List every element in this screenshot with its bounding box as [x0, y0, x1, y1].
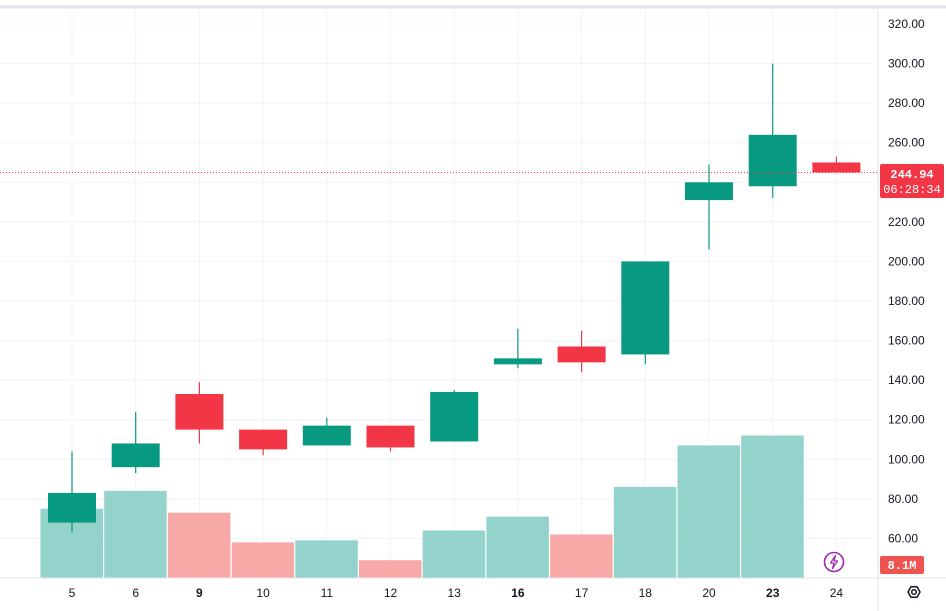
y-tick-label: 60.00 [888, 531, 918, 545]
candle[interactable] [175, 382, 224, 444]
volume-bars [40, 435, 804, 578]
candle-body [430, 392, 479, 442]
gear-icon[interactable] [907, 586, 921, 598]
candle[interactable] [239, 429, 288, 456]
price-axis[interactable]: 60.00 80.00 100.00 120.00 140.00 160.00 180.00… [877, 10, 925, 611]
candle[interactable] [302, 417, 351, 446]
y-tick-label: 200.00 [888, 254, 925, 268]
candle-body [239, 429, 288, 450]
volume-bar [167, 512, 231, 578]
last-price-label: 244.94 [890, 168, 933, 182]
last-price-tag-bg [880, 164, 944, 198]
x-tick-label: 16 [511, 586, 525, 600]
candle[interactable] [366, 425, 415, 452]
candle[interactable] [748, 63, 797, 199]
y-tick-label: 140.00 [888, 373, 925, 387]
x-tick-label: 24 [830, 586, 844, 600]
y-tick-label: 100.00 [888, 452, 925, 466]
y-tick-label: 280.00 [888, 96, 925, 110]
candle[interactable] [430, 390, 479, 442]
candle-body [302, 425, 351, 446]
lightning-icon[interactable] [823, 551, 845, 573]
volume-bar [104, 490, 167, 578]
candle-body [366, 425, 415, 448]
x-tick-label: 20 [702, 586, 716, 600]
countdown-label: 06:28:34 [883, 183, 941, 197]
x-tick-label: 17 [575, 586, 589, 600]
candle[interactable] [812, 156, 861, 173]
candle-body [748, 134, 797, 187]
x-tick-label: 13 [448, 586, 462, 600]
volume-bar [359, 560, 422, 578]
candle-body [111, 443, 160, 468]
x-tick-label: 11 [321, 586, 334, 600]
y-tick-label: 80.00 [888, 492, 918, 506]
candle-body [557, 346, 606, 363]
candle[interactable] [111, 411, 160, 474]
y-tick-label: 260.00 [888, 136, 925, 150]
y-tick-label: 120.00 [888, 413, 925, 427]
candles [48, 63, 861, 533]
volume-bar [486, 516, 549, 578]
x-tick-label: 23 [766, 586, 780, 600]
volume-bar [677, 445, 740, 578]
y-tick-label: 300.00 [888, 57, 925, 71]
volume-bar [613, 486, 677, 578]
volume-bar [231, 542, 295, 578]
candle-body [812, 162, 861, 173]
x-tick-label: 5 [69, 586, 76, 600]
last-price-tag: 244.94 06:28:34 [880, 164, 944, 198]
y-tick-label: 320.00 [888, 17, 925, 31]
x-tick-label: 6 [132, 586, 139, 600]
candle-body [493, 358, 542, 365]
volume-label: 8.1M [888, 559, 917, 573]
candle[interactable] [48, 451, 96, 533]
x-tick-label: 18 [639, 586, 653, 600]
candle[interactable] [685, 164, 733, 250]
time-axis[interactable]: 5 6 9 10 11 12 13 16 17 18 20 23 24 [0, 577, 946, 600]
candle-body [48, 492, 96, 523]
y-tick-label: 220.00 [888, 215, 925, 229]
x-tick-label: 12 [384, 586, 398, 600]
volume-bar [550, 534, 613, 578]
volume-bar [741, 435, 804, 578]
candle-body [175, 393, 224, 430]
y-tick-label: 160.00 [888, 334, 925, 348]
candle[interactable] [557, 330, 606, 373]
volume-tag-bg [880, 556, 924, 574]
candle[interactable] [621, 261, 670, 365]
y-tick-label: 180.00 [888, 294, 925, 308]
candle-body [685, 182, 733, 201]
x-tick-label: 10 [256, 586, 270, 600]
volume-bar [295, 540, 358, 578]
volume-tag: 8.1M [880, 556, 924, 574]
x-tick-label: 9 [196, 586, 203, 600]
candle[interactable] [493, 328, 542, 369]
candle-body [621, 261, 670, 355]
volume-bar [422, 530, 486, 578]
